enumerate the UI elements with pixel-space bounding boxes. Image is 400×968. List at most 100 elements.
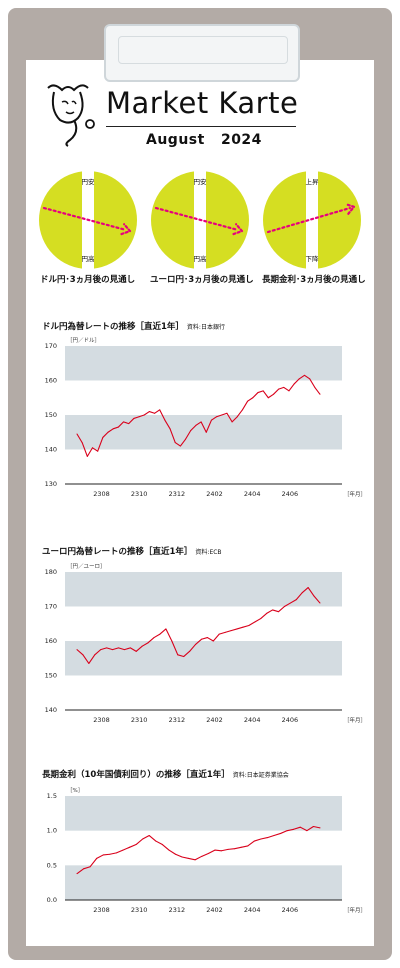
data-point [278,388,280,390]
page-title: Market Karte [106,86,299,120]
data-point [123,421,125,423]
series-line [76,586,321,664]
data-point [212,640,214,642]
data-point [214,849,216,851]
data-point [288,390,290,392]
data-point [293,828,295,830]
data-point [240,846,242,848]
data-point [319,393,321,395]
data-point [76,433,78,435]
data-point [148,835,150,837]
x-tick-label: 2312 [169,716,186,724]
y-tick-label: 0.5 [47,861,57,869]
gauge-arrow-line [266,206,352,234]
y-tick-label: 140 [45,706,57,714]
data-point [164,419,166,421]
data-point [89,866,91,868]
data-point [286,830,288,832]
data-point [207,853,209,855]
data-point [117,647,119,649]
y-tick-label: 0.0 [47,896,57,904]
chart-band [65,572,342,607]
x-tick-label: 2312 [169,906,186,914]
y-tick-label: 140 [45,446,57,454]
data-point [94,654,96,656]
x-tick-label: 2404 [244,906,261,914]
data-point [143,414,145,416]
chart-eurjpy-title: ユーロ円為替レートの推移［直近1年］ 資料:ECB [42,547,222,557]
data-point [266,612,268,614]
data-point [306,830,308,832]
x-tick-label: 2310 [131,716,148,724]
data-point [220,850,222,852]
data-point [309,378,311,380]
data-point [138,416,140,418]
gauge-bottom-label: 円高 [194,254,208,263]
chart-band [65,641,342,676]
data-point [301,592,303,594]
data-point [122,849,124,851]
data-point [289,602,291,604]
data-point [177,654,179,656]
data-point [267,397,269,399]
gauge-eurjpy-label: ユーロ円･3ヵ月後の見通し [150,275,254,285]
data-point [123,649,125,651]
data-point [179,445,181,447]
title-rule [106,126,296,127]
data-point [230,630,232,632]
x-tick-label: 2312 [169,490,186,498]
data-point [153,637,155,639]
data-point [307,587,309,589]
data-point [106,647,108,649]
data-point [155,840,157,842]
data-point [189,650,191,652]
data-point [205,431,207,433]
chart-eurjpy: ［円／ユーロ］ 140 150 160 170 180 2308 2310 2312 2402 24… [45,563,366,724]
data-point [117,426,119,428]
data-point [224,631,226,633]
x-tick-label: 2406 [282,906,299,914]
x-tick-label: 2308 [93,906,110,914]
gauge-usdjpy-label: ドル円･3ヵ月後の見通し [40,275,136,285]
x-tick-label: 2308 [93,490,110,498]
report-month: August 2024 [146,132,262,148]
y-tick-label: 150 [45,411,57,419]
gauge-top-label: 円安 [82,177,96,186]
data-point [169,428,171,430]
data-point [273,835,275,837]
data-point [159,633,161,635]
x-tick-label: 2406 [282,490,299,498]
data-point [236,416,238,418]
data-point [135,650,137,652]
data-point [206,637,208,639]
data-point [221,414,223,416]
chart-usdjpy: ［円／ドル］ 130 140 150 160 170 2308 2310 2312 2402 240… [45,337,366,498]
data-point [165,628,167,630]
data-point [102,854,104,856]
data-point [141,645,143,647]
y-tick-label: 160 [45,377,57,385]
gauge-bottom-label: 下降 [306,254,320,263]
data-point [161,844,163,846]
data-point [236,628,238,630]
data-point [82,654,84,656]
data-point [260,618,262,620]
x-tick-label: 2310 [131,906,148,914]
data-point [102,436,104,438]
data-point [319,602,321,604]
data-point [314,386,316,388]
x-axis-label: ［年月］ [344,716,366,724]
data-point [142,838,144,840]
x-tick-label: 2402 [206,716,223,724]
data-point [81,442,83,444]
data-point [183,656,185,658]
data-point [135,844,137,846]
data-point [298,378,300,380]
data-point [312,826,314,828]
data-point [107,431,109,433]
data-point [200,421,202,423]
y-tick-label: 180 [45,568,57,576]
data-point [185,438,187,440]
